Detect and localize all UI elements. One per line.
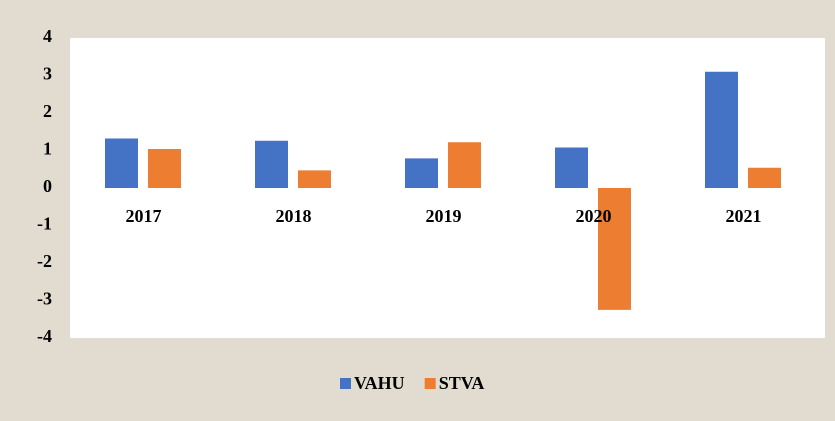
bar [298, 170, 331, 188]
y-tick-label: 3 [43, 64, 52, 84]
bar [105, 138, 138, 188]
y-tick-label: -2 [37, 251, 52, 271]
bar [748, 167, 781, 188]
x-tick-label: 2021 [726, 206, 762, 226]
y-tick-label: -4 [37, 326, 52, 346]
bar [555, 147, 588, 188]
x-tick-label: 2018 [276, 206, 312, 226]
legend-label: STVA [439, 373, 485, 393]
y-tick-label: 2 [43, 101, 52, 121]
legend-swatch [340, 378, 351, 389]
bar [705, 71, 738, 188]
y-tick-label: -3 [37, 289, 52, 309]
y-tick-label: 4 [43, 26, 52, 46]
x-tick-label: 2020 [576, 206, 612, 226]
y-tick-label: 0 [43, 176, 52, 196]
bar [405, 158, 438, 188]
bar [148, 149, 181, 188]
y-tick-label: -1 [37, 214, 52, 234]
bar [255, 140, 288, 188]
legend-label: VAHU [354, 373, 405, 393]
y-tick-label: 1 [43, 139, 52, 159]
x-tick-label: 2019 [426, 206, 462, 226]
bar [448, 142, 481, 188]
x-tick-label: 2017 [126, 206, 162, 226]
bar [598, 188, 631, 310]
plot-area [70, 38, 825, 338]
legend-swatch [424, 378, 436, 389]
